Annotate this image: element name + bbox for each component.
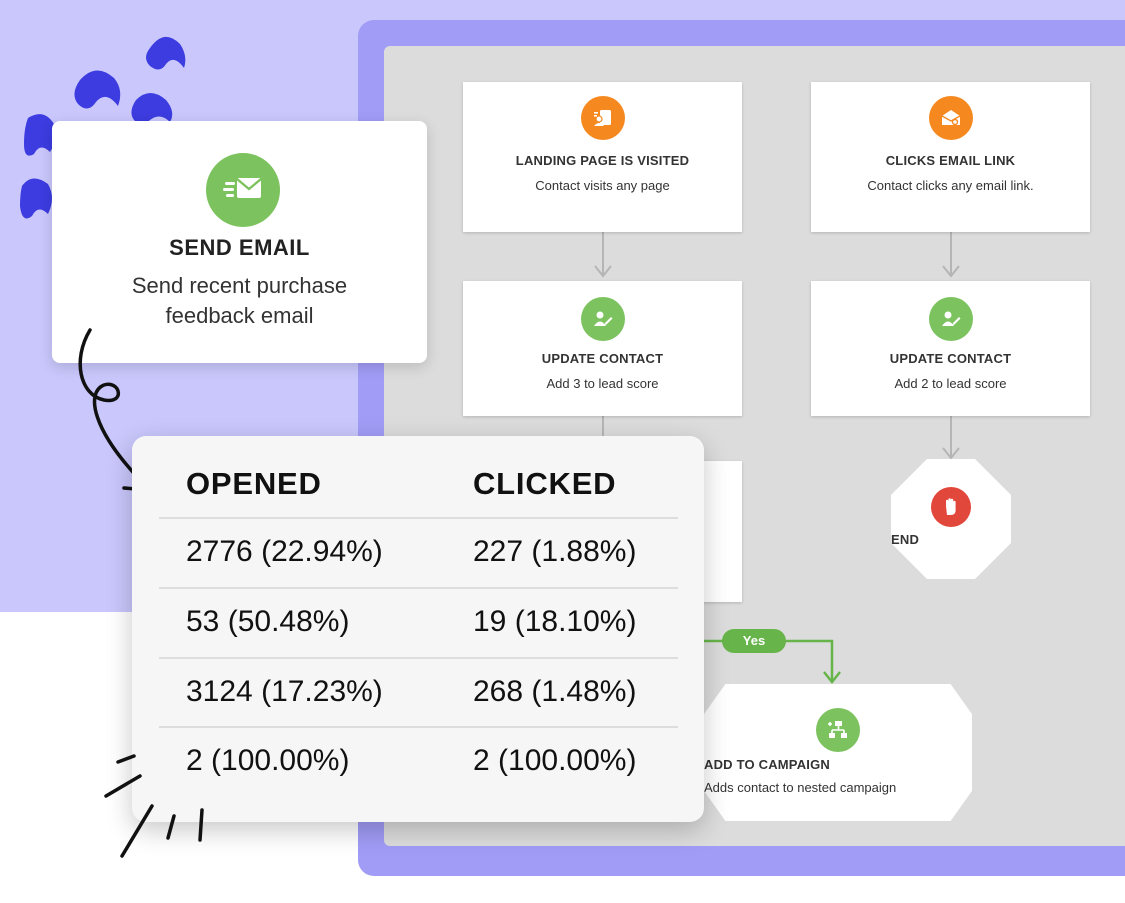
node-description: Add 3 to lead score	[546, 376, 659, 391]
sketch-accent-lines	[104, 754, 204, 858]
clicked-value: 2 (100.00%)	[473, 744, 637, 777]
decorative-blobs	[20, 36, 186, 219]
opened-value: 2 (100.00%)	[186, 744, 350, 777]
send-email-description: Send recent purchase feedback email	[131, 273, 348, 328]
node-description: Adds contact to nested campaign	[704, 780, 897, 795]
update-contact-left-card[interactable]: UPDATE CONTACT Add 3 to lead score	[463, 281, 742, 416]
header-clicked: CLICKED	[473, 466, 617, 501]
table-row: 2776 (22.94%) 227 (1.88%)	[159, 517, 678, 588]
yes-branch-label: Yes	[722, 629, 786, 653]
email-click-icon	[928, 96, 973, 140]
node-description: Contact visits any page	[535, 178, 670, 193]
node-description: Contact clicks any email link.	[867, 178, 1034, 193]
edit-contact-icon	[580, 297, 625, 341]
blob-5	[20, 178, 52, 219]
email-stats-table: OPENED CLICKED 2776 (22.94%) 227 (1.88%)…	[132, 436, 704, 822]
table-row: 3124 (17.23%) 268 (1.48%)	[159, 657, 678, 728]
table-row: 53 (50.48%) 19 (18.10%)	[159, 587, 678, 658]
node-description: Add 2 to lead score	[894, 376, 1007, 391]
landing-page-icon	[580, 96, 625, 140]
opened-value: 2776 (22.94%)	[186, 535, 383, 568]
trigger-landing-page-card[interactable]: LANDING PAGE IS VISITED Contact visits a…	[463, 82, 742, 232]
send-email-title: SEND EMAIL	[169, 235, 310, 260]
blob-3	[131, 93, 173, 124]
node-title: UPDATE CONTACT	[889, 351, 1012, 366]
clicked-value: 19 (18.10%)	[473, 605, 637, 638]
yes-arrow	[823, 671, 841, 685]
clicked-value: 268 (1.48%)	[473, 675, 637, 708]
update-contact-right-card[interactable]: UPDATE CONTACT Add 2 to lead score	[811, 281, 1090, 416]
node-title: UPDATE CONTACT	[541, 351, 664, 366]
blob-2	[74, 70, 121, 109]
blob-4	[24, 114, 57, 156]
email-send-icon	[206, 153, 280, 227]
arrow-right-1	[942, 265, 960, 278]
campaign-tree-icon	[816, 708, 860, 752]
header-opened: OPENED	[186, 466, 322, 501]
node-title: CLICKS EMAIL LINK	[885, 153, 1016, 168]
end-node[interactable]: END	[891, 459, 1011, 579]
trigger-email-link-card[interactable]: CLICKS EMAIL LINK Contact clicks any ema…	[811, 82, 1090, 232]
clicked-value: 227 (1.88%)	[473, 535, 637, 568]
node-title: ADD TO CAMPAIGN	[704, 757, 831, 772]
node-title: END	[891, 532, 920, 547]
arrow-right-2	[942, 447, 960, 460]
edit-contact-icon	[928, 297, 973, 341]
opened-value: 3124 (17.23%)	[186, 675, 383, 708]
node-title: LANDING PAGE IS VISITED	[515, 153, 690, 168]
send-email-card[interactable]: SEND EMAIL Send recent purchase feedback…	[52, 121, 427, 363]
add-to-campaign-node[interactable]: ADD TO CAMPAIGN Adds contact to nested c…	[704, 684, 972, 821]
stop-hand-icon	[931, 487, 971, 527]
opened-value: 53 (50.48%)	[186, 605, 350, 638]
blob-1	[146, 36, 186, 70]
arrow-left-1	[594, 265, 612, 278]
table-row: 2 (100.00%) 2 (100.00%)	[159, 726, 678, 797]
